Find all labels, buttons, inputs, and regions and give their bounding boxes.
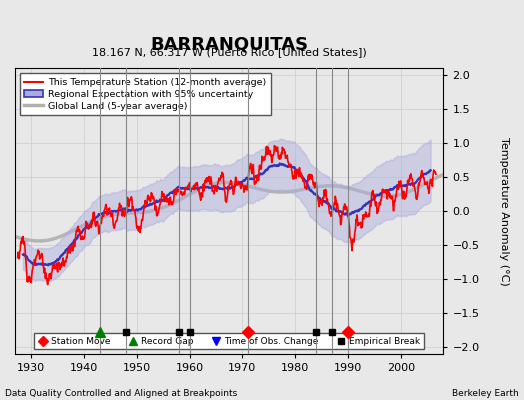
Text: Data Quality Controlled and Aligned at Breakpoints: Data Quality Controlled and Aligned at B… [5, 389, 237, 398]
Title: BARRANQUITAS: BARRANQUITAS [150, 35, 308, 53]
Y-axis label: Temperature Anomaly (°C): Temperature Anomaly (°C) [499, 137, 509, 286]
Legend: Station Move, Record Gap, Time of Obs. Change, Empirical Break: Station Move, Record Gap, Time of Obs. C… [35, 333, 424, 350]
Text: 18.167 N, 66.317 W (Puerto Rico [United States]): 18.167 N, 66.317 W (Puerto Rico [United … [92, 47, 367, 57]
Text: Berkeley Earth: Berkeley Earth [452, 389, 519, 398]
